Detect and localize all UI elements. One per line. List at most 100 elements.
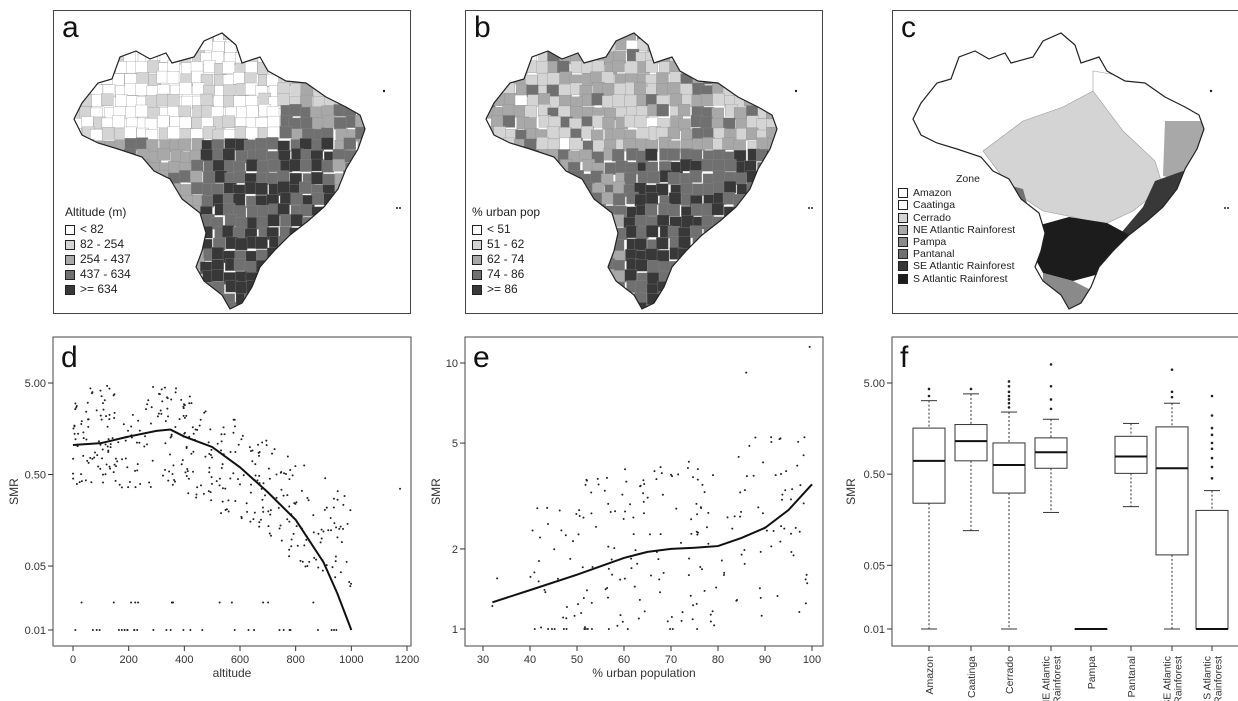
scatter-point [758,587,761,590]
scatter-point [312,601,315,604]
scatter-point [349,509,352,512]
scatter-point [330,529,333,532]
scatter-point [643,610,646,613]
district-cell [656,237,669,250]
district-cell [255,236,268,249]
scatter-point [638,598,641,601]
island-dot [1224,207,1226,209]
scatter-point [104,443,107,446]
scatter-point [765,529,768,532]
scatter-point [123,629,126,631]
scatter-point [201,629,204,631]
scatter-point [781,498,784,501]
scatter-point [152,385,155,388]
scatter-point [547,628,550,630]
scatter-point [632,516,635,519]
scatter-point [262,482,265,485]
scatter-point [106,425,109,428]
scatter-point [350,582,353,585]
scatter-point [784,489,787,492]
scatter-point [613,547,616,550]
scatter-point [705,526,708,529]
scatter-point [166,396,169,399]
scatter-point [192,470,195,473]
scatter-point [573,614,576,617]
scatter-point [712,474,715,477]
scatter-point [791,488,794,491]
y-tick-label: 0.50 [25,470,46,482]
scatter-point [659,466,662,469]
scatter-point [91,391,94,394]
scatter-point [218,484,221,487]
scatter-point [626,628,629,630]
scatter-point [72,427,75,430]
scatter-point [596,477,599,480]
scatter-point [757,506,760,509]
scatter-point [144,408,147,411]
legend-item: >= 86 [472,282,540,297]
scatter-point [780,473,783,476]
panel-letter: b [474,11,491,44]
scatter-point [583,626,586,629]
scatter-point [246,510,249,513]
scatter-point [623,577,626,580]
scatter-point [97,440,100,443]
scatter-point [622,518,625,521]
scatter-point [138,441,141,444]
scatter-point [151,459,154,462]
island-dot [1209,89,1213,93]
scatter-point [82,454,85,457]
scatter-point [109,467,112,470]
scatter-point [286,518,289,521]
scatter-point [251,449,254,452]
scatter-point [192,432,195,435]
y-axis-label: SMR [429,478,443,505]
outlier [1170,368,1174,371]
scatter-point [178,418,181,421]
scatter-point [607,567,610,570]
scatter-point [113,463,116,466]
y-axis-label: SMR [7,478,21,505]
scatter-point [190,452,193,455]
scatter-point [308,560,311,563]
scatter-point [171,472,174,475]
legend-label: < 51 [487,222,511,236]
legend-label: 62 - 74 [487,252,525,266]
scatter-point [345,560,348,563]
scatter-point [533,628,536,630]
scatter-point [737,455,740,458]
scatter-point [169,629,172,631]
outlier [1007,401,1011,405]
outlier [1210,441,1214,445]
scatter-point [280,488,283,491]
legend-swatch [898,237,908,248]
legend-label: Cerrado [913,211,951,224]
outlier [1049,407,1053,411]
scatter-point [761,512,764,515]
scatter-point [258,521,261,524]
legend-label: 51 - 62 [487,237,525,251]
legend-label: >= 86 [487,282,518,296]
scatter-point [183,432,186,435]
scatter-point [75,406,78,409]
legend-swatch [472,224,482,235]
scatter-point [805,573,808,576]
scatter-point [117,441,120,444]
scatter-point [760,614,763,617]
scatter-point [196,486,199,489]
scatter-point [565,617,568,620]
scatter-point [540,626,543,629]
scatter-point [258,450,261,453]
scatter-point [338,527,341,530]
scatter-point [348,581,351,584]
scatter-point [336,498,339,501]
outlier [1049,398,1053,401]
scatter-point [102,473,105,476]
scatter-point [681,611,684,614]
scatter-point [120,486,123,489]
legend-item: 254 - 437 [65,252,131,267]
scatter-point [322,530,325,533]
scatter-point [86,459,89,462]
scatter-point [143,445,146,448]
scatter-point [232,472,235,475]
